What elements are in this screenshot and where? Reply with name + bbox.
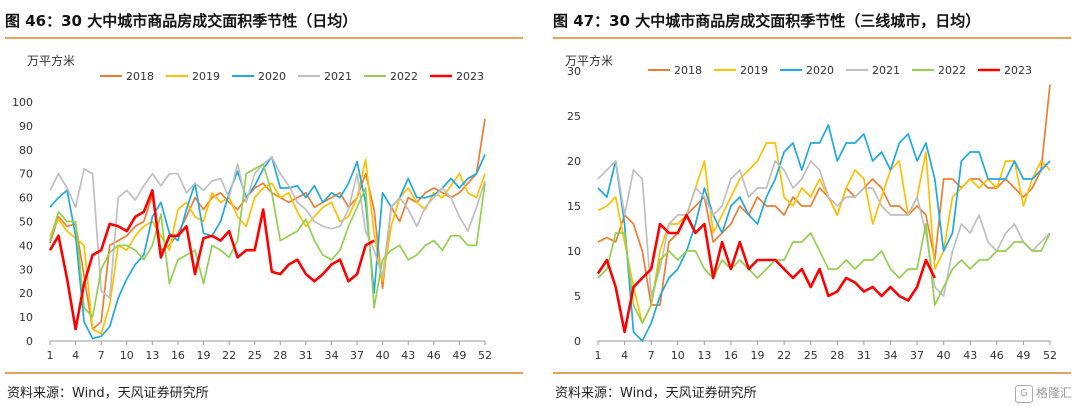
x-tick-label: 19: [197, 349, 211, 362]
legend-label-2021: 2021: [324, 70, 352, 83]
y-axis-unit: 万平方米: [27, 54, 76, 68]
x-tick-label: 31: [299, 349, 313, 362]
x-tick-label: 25: [804, 349, 818, 362]
x-tick-label: 10: [671, 349, 685, 362]
legend-label-2023: 2023: [1004, 64, 1032, 77]
series-line-2018: [49, 118, 486, 330]
source-divider: [5, 372, 523, 374]
y-tick-label: 60: [19, 192, 33, 205]
watermark-logo: G 格隆汇: [1002, 384, 1072, 406]
x-tick-label: 19: [751, 349, 765, 362]
x-tick-label: 1: [595, 349, 602, 362]
x-tick-label: 7: [648, 349, 655, 362]
source-note: 资料来源：Wind，天风证券研究所: [555, 386, 757, 401]
x-tick-label: 40: [376, 349, 390, 362]
y-tick-label: 0: [574, 335, 581, 348]
y-tick-label: 20: [567, 155, 581, 168]
y-tick-label: 70: [19, 168, 33, 181]
x-tick-label: 13: [145, 349, 159, 362]
legend-label-2018: 2018: [126, 70, 154, 83]
legend-label-2020: 2020: [806, 64, 834, 77]
watermark-text: 格隆汇: [1035, 386, 1072, 400]
y-tick-label: 10: [19, 311, 33, 324]
series-line-2022: [597, 223, 1051, 324]
source-note: 资料来源：Wind，天风证券研究所: [7, 386, 209, 401]
x-tick-label: 52: [1043, 349, 1057, 362]
legend-label-2023: 2023: [456, 70, 484, 83]
y-tick-label: 50: [19, 216, 33, 229]
y-tick-label: 10: [567, 245, 581, 258]
x-tick-label: 34: [324, 349, 338, 362]
chart-panel-right: 图 47：30 大中城市商品房成交面积季节性（三线城市，日均） 万平方米 0 5 1…: [553, 0, 1078, 413]
line-chart: 0 10 20 30 40 50 60 70 80 90 100 1 4 7 10 13 16 19 22 25 28 3…: [12, 70, 492, 362]
y-tick-label: 80: [19, 144, 33, 157]
series-line-2021: [49, 156, 486, 299]
x-tick-label: 22: [777, 349, 791, 362]
y-tick-label: 5: [574, 290, 581, 303]
y-axis-unit: 万平方米: [565, 54, 614, 68]
chart-panel-left: 图 46：30 大中城市商品房成交面积季节性（日均） 万平方米 0 10 20 30 4…: [5, 0, 530, 413]
series-line-2019: [49, 158, 486, 335]
y-tick-label: 25: [567, 110, 581, 123]
y-tick-label: 100: [12, 96, 33, 109]
title-divider: [5, 37, 523, 39]
series-line-2019: [597, 142, 1051, 324]
chart-title: 图 47：30 大中城市商品房成交面积季节性（三线城市，日均）: [553, 12, 981, 30]
series-line-2018: [597, 84, 1051, 306]
x-tick-label: 52: [478, 349, 492, 362]
legend-label-2021: 2021: [872, 64, 900, 77]
legend-label-2019: 2019: [740, 64, 768, 77]
x-tick-label: 4: [621, 349, 628, 362]
legend-label-2022: 2022: [390, 70, 418, 83]
x-tick-label: 7: [98, 349, 105, 362]
legend-label-2022: 2022: [938, 64, 966, 77]
x-tick-label: 46: [990, 349, 1004, 362]
x-tick-label: 37: [350, 349, 364, 362]
x-tick-label: 10: [120, 349, 134, 362]
y-tick-label: 15: [567, 200, 581, 213]
x-tick-label: 28: [273, 349, 287, 362]
x-tick-label: 1: [47, 349, 54, 362]
x-tick-label: 43: [963, 349, 977, 362]
y-tick-label: 90: [19, 120, 33, 133]
watermark-icon: G: [1014, 384, 1033, 403]
x-tick-label: 31: [857, 349, 871, 362]
x-tick-label: 34: [883, 349, 897, 362]
y-tick-label: 0: [26, 335, 33, 348]
x-tick-label: 16: [724, 349, 738, 362]
legend-label-2020: 2020: [258, 70, 286, 83]
x-tick-label: 46: [427, 349, 441, 362]
y-tick-label: 30: [19, 263, 33, 276]
x-tick-label: 40: [937, 349, 951, 362]
x-tick-label: 28: [830, 349, 844, 362]
y-tick-label: 40: [19, 239, 33, 252]
series-line-2020: [597, 124, 1051, 342]
x-tick-label: 4: [72, 349, 79, 362]
chart-title: 图 46：30 大中城市商品房成交面积季节性（日均）: [5, 12, 358, 30]
x-tick-label: 43: [401, 349, 415, 362]
x-tick-label: 49: [452, 349, 466, 362]
series-line-2021: [597, 160, 1051, 297]
x-tick-label: 49: [1016, 349, 1030, 362]
series-line-2023: [596, 213, 936, 334]
x-tick-label: 22: [222, 349, 236, 362]
y-tick-label: 20: [19, 287, 33, 300]
series-line-2020: [49, 154, 486, 340]
x-tick-label: 16: [171, 349, 185, 362]
line-chart: 0 5 10 15 20 25 30 1 4 7 10 13 16 19 22 25 28 31 34 37 40 43 4…: [567, 64, 1057, 362]
x-tick-label: 37: [910, 349, 924, 362]
source-divider: [553, 372, 1071, 374]
x-tick-label: 25: [248, 349, 262, 362]
series-line-2022: [49, 163, 486, 318]
x-tick-label: 13: [697, 349, 711, 362]
legend-label-2019: 2019: [192, 70, 220, 83]
y-tick-label: 30: [567, 65, 581, 78]
legend-label-2018: 2018: [674, 64, 702, 77]
series-line-2023: [48, 189, 375, 331]
title-divider: [553, 37, 1071, 39]
